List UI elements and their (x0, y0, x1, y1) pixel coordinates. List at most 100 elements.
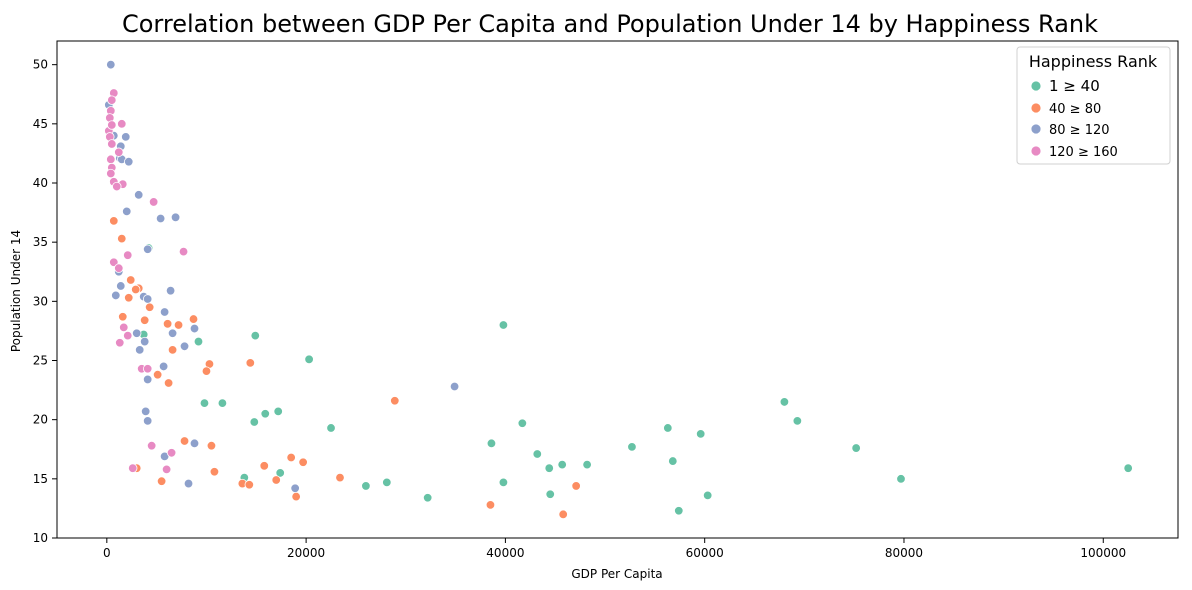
chart-title: Correlation between GDP Per Capita and P… (122, 10, 1098, 38)
data-point-series-4 (107, 95, 117, 105)
legend-marker-2 (1030, 102, 1042, 114)
data-point-series-3 (132, 328, 142, 338)
data-point-series-2 (244, 480, 255, 490)
data-point-series-2 (206, 441, 217, 451)
data-point-series-3 (134, 190, 144, 200)
legend-label-3: 80 ≥ 120 (1049, 123, 1110, 138)
data-point-series-2 (109, 216, 119, 226)
data-point-series-2 (286, 452, 296, 463)
data-point-series-2 (131, 284, 141, 295)
data-point-series-1 (792, 416, 803, 426)
x-tick-label: 20000 (287, 546, 325, 560)
data-point-series-1 (532, 449, 542, 459)
data-point-series-2 (144, 302, 155, 312)
y-axis: 10 15 20 25 30 35 40 45 50 (33, 58, 57, 545)
data-point-series-1 (702, 490, 713, 501)
data-point-series-3 (116, 281, 126, 291)
data-point-series-3 (189, 323, 200, 334)
data-point-series-4 (107, 139, 117, 149)
data-point-series-1 (249, 417, 259, 427)
data-point-series-1 (199, 398, 210, 408)
x-tick-label: 80000 (885, 546, 923, 560)
data-point-series-4 (106, 168, 116, 179)
data-point-series-4 (128, 463, 138, 473)
data-point-series-4 (123, 330, 133, 341)
data-point-series-3 (155, 213, 166, 224)
legend-box (1016, 46, 1171, 165)
y-tick-label: 45 (33, 117, 48, 131)
data-point-series-2 (167, 345, 178, 355)
data-point-series-1 (557, 459, 567, 470)
data-point-series-3 (139, 336, 150, 347)
data-point-series-1 (582, 459, 592, 470)
data-point-series-1 (517, 418, 528, 428)
x-tick-label: 40000 (486, 546, 524, 560)
data-point-series-4 (123, 250, 133, 260)
data-point-series-3 (159, 307, 170, 317)
data-point-series-1 (663, 423, 673, 433)
data-point-series-4 (115, 338, 125, 348)
data-point-series-3 (449, 381, 460, 392)
y-tick-label: 10 (33, 531, 48, 545)
data-point-series-2 (558, 509, 568, 520)
data-point-series-2 (156, 476, 167, 486)
data-point-series-2 (209, 467, 220, 477)
data-point-series-2 (162, 319, 173, 329)
data-point-series-2 (291, 491, 301, 502)
data-point-series-3 (106, 59, 116, 70)
data-point-series-3 (189, 438, 200, 449)
data-point-series-2 (179, 436, 190, 446)
data-point-series-4 (148, 197, 159, 207)
plot-area (56, 40, 1179, 539)
data-point-series-1 (326, 423, 336, 433)
data-point-series-2 (298, 457, 308, 467)
data-point-series-4 (112, 181, 122, 192)
data-point-series-2 (163, 378, 174, 388)
legend-title: Happiness Rank (1029, 52, 1158, 71)
data-point-series-3 (170, 212, 181, 223)
data-point-series-1 (668, 456, 678, 466)
data-point-series-1 (696, 429, 706, 439)
data-point-series-4 (114, 263, 124, 273)
data-point-series-1 (674, 506, 684, 516)
data-point-series-3 (290, 483, 300, 494)
data-point-series-2 (152, 370, 163, 380)
data-point-series-3 (142, 244, 153, 254)
y-tick-label: 25 (33, 354, 48, 368)
y-tick-label: 50 (33, 58, 48, 72)
data-point-series-2 (259, 461, 269, 471)
data-point-series-2 (126, 275, 136, 285)
plot-frame (56, 40, 1179, 539)
data-point-series-2 (173, 320, 184, 330)
data-points (104, 59, 1133, 520)
data-point-series-4 (106, 154, 116, 165)
data-point-series-1 (779, 397, 790, 407)
data-point-series-1 (498, 320, 509, 330)
data-point-series-1 (260, 409, 270, 419)
data-point-series-3 (165, 285, 176, 296)
data-point-series-3 (122, 206, 132, 217)
data-point-series-3 (167, 328, 178, 338)
data-point-series-3 (142, 294, 153, 304)
data-point-series-4 (114, 147, 124, 157)
data-point-series-2 (139, 315, 150, 325)
data-point-series-1 (273, 406, 283, 417)
data-point-series-4 (142, 364, 153, 374)
legend-label-4: 120 ≥ 160 (1049, 145, 1118, 160)
data-point-series-3 (158, 361, 169, 372)
data-point-series-4 (119, 322, 129, 333)
data-point-series-1 (217, 398, 228, 408)
data-point-series-1 (627, 442, 637, 452)
legend-label-2: 40 ≥ 80 (1049, 102, 1101, 117)
y-tick-label: 15 (33, 472, 48, 486)
y-tick-label: 20 (33, 413, 48, 427)
data-point-series-2 (188, 314, 199, 324)
legend-items: 1 ≥ 40 40 ≥ 80 80 ≥ 120 120 ≥ 160 (1030, 77, 1118, 160)
data-point-series-2 (201, 366, 212, 376)
y-tick-label: 40 (33, 176, 48, 190)
x-tick-label: 60000 (686, 546, 724, 560)
data-point-series-4 (117, 119, 127, 129)
x-axis-label: GDP Per Capita (571, 567, 662, 581)
data-point-series-4 (107, 120, 117, 130)
data-point-series-1 (486, 438, 497, 449)
